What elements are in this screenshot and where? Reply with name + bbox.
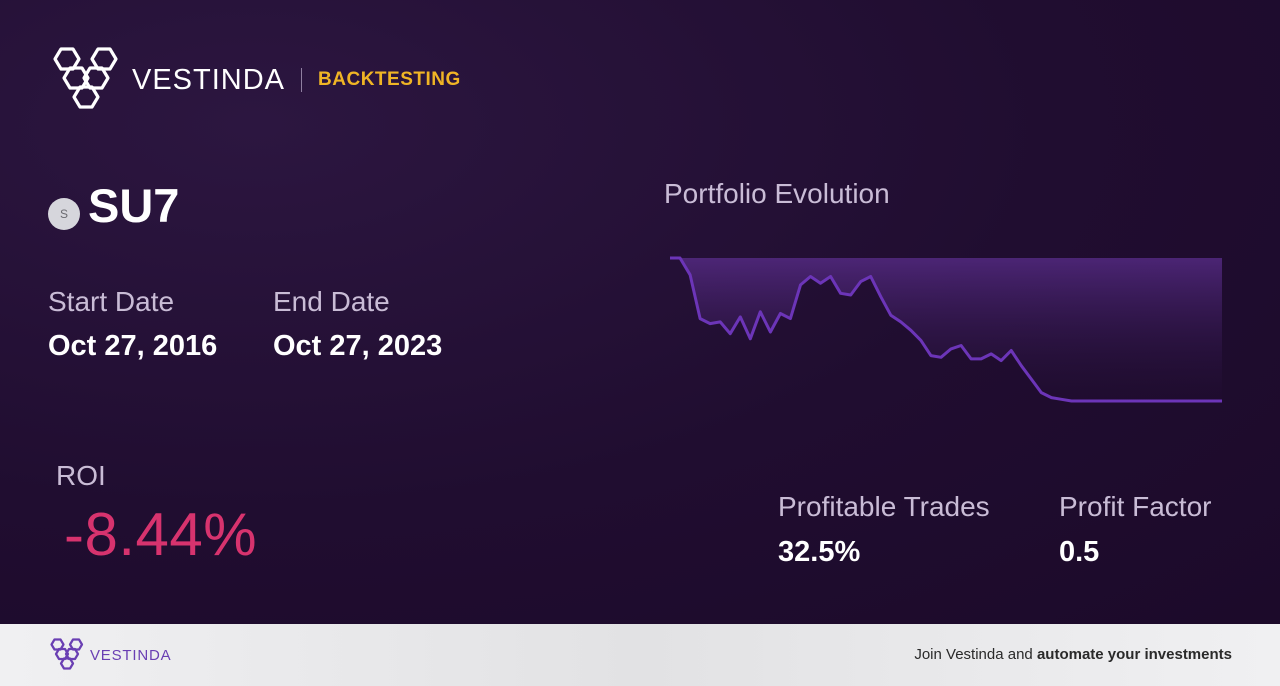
ticker: S SU7 [48, 178, 179, 233]
hexagon-cluster-icon [53, 47, 118, 109]
footer-cta-bold: automate your investments [1036, 646, 1232, 663]
footer: VESTINDA Join Vestinda and automate your… [0, 624, 1280, 686]
ticker-symbol: SU7 [88, 179, 180, 232]
end-date-value: Oct 27, 2023 [273, 330, 443, 362]
footer-brand[interactable]: VESTINDA [48, 638, 171, 672]
footer-cta[interactable]: Join Vestinda and automate your investme… [914, 646, 1232, 663]
start-date-label: Start Date [48, 286, 175, 317]
start-date-value: Oct 27, 2016 [48, 330, 218, 362]
profitable-trades-label: Profitable Trades [778, 491, 990, 522]
footer-cta-prefix: Join Vestinda and [914, 646, 1037, 663]
roi-label: ROI [56, 460, 106, 491]
header-brand[interactable]: VESTINDA BACKTESTING [48, 46, 461, 114]
roi-value: -8.44% [64, 501, 258, 568]
profit-factor-value: 0.5 [1059, 536, 1100, 568]
end-date-label: End Date [273, 286, 390, 317]
section-tag: BACKTESTING [318, 69, 461, 90]
backtest-card: VESTINDA BACKTESTING S SU7 Start Date Oc… [0, 0, 1280, 624]
ticker-badge-icon: S [48, 197, 80, 230]
chart-area-fill [670, 258, 1222, 401]
chart-title: Portfolio Evolution [664, 178, 890, 209]
chart-series-line [670, 256, 1222, 403]
profitable-trades-value: 32.5% [778, 536, 861, 568]
profit-factor-label: Profit Factor [1059, 491, 1212, 522]
brand-name: VESTINDA [132, 63, 286, 96]
footer-brand-name: VESTINDA [90, 646, 172, 664]
brand-divider [301, 68, 303, 92]
portfolio-evolution-chart [670, 256, 1222, 403]
hexagon-cluster-icon [50, 638, 84, 670]
